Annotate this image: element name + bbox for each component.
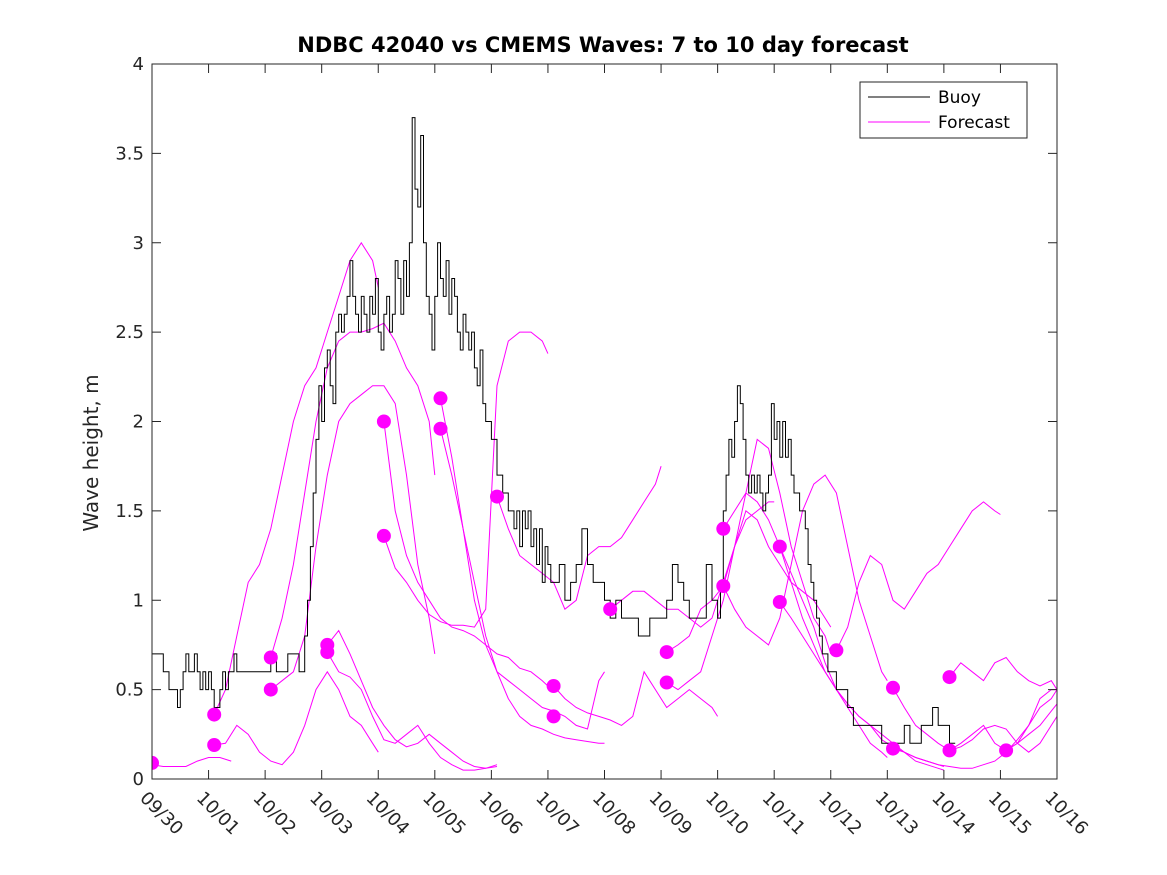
forecast-marker-7: [320, 645, 335, 660]
forecast-marker-24: [886, 741, 900, 756]
series-group: [152, 117, 1057, 771]
y-tick-label: 2: [133, 412, 144, 433]
forecast-line-7: [326, 651, 498, 771]
forecast-marker-15: [603, 602, 618, 617]
y-tick-label: 0: [133, 769, 144, 790]
forecast-line-17: [722, 492, 888, 758]
legend-buoy-label: Buoy: [938, 88, 981, 108]
forecast-line-18: [722, 474, 888, 681]
plot-background: [152, 64, 1057, 779]
y-axis-label: Wave height, m: [79, 374, 103, 531]
forecast-marker-13: [546, 679, 561, 693]
y-tick-label: 3: [133, 233, 144, 254]
forecast-marker-20: [772, 539, 787, 554]
y-tick-label: 3.5: [115, 143, 144, 164]
forecast-line-23: [892, 689, 1057, 769]
forecast-line-3: [214, 670, 379, 766]
forecast-marker-21: [772, 595, 787, 609]
forecast-marker-26: [942, 743, 957, 758]
forecast-line-12: [496, 466, 662, 610]
forecast-marker-9: [376, 528, 391, 543]
forecast-marker-8: [376, 414, 391, 429]
y-tick-label: 1.5: [115, 501, 144, 522]
y-tick-label: 1: [133, 590, 144, 611]
forecast-line-21: [835, 501, 1001, 651]
forecast-line-6: [326, 629, 498, 769]
legend: Buoy Forecast: [859, 81, 1028, 139]
forecast-marker-1: [152, 755, 159, 770]
forecast-line-20: [779, 601, 945, 771]
forecast-line-13: [553, 670, 719, 726]
forecast-line-4: [270, 322, 436, 658]
forecast-marker-25: [942, 670, 957, 685]
forecast-line-25: [949, 656, 1057, 690]
buoy-line: [152, 117, 956, 744]
forecast-marker-12: [490, 489, 504, 504]
forecast-marker-17: [659, 675, 674, 690]
y-tick-label: 2.5: [115, 322, 144, 343]
forecast-marker-3: [207, 738, 222, 752]
forecast-marker-23: [886, 680, 900, 695]
forecast-line-11: [440, 428, 605, 744]
forecast-line-26: [1005, 703, 1057, 751]
forecast-marker-27: [999, 743, 1014, 758]
forecast-marker-11: [433, 421, 448, 436]
y-tick-label: 4: [133, 54, 144, 75]
y-tick-label: 0.5: [115, 680, 144, 701]
forecast-marker-14: [546, 709, 561, 724]
forecast-marker-2: [207, 707, 222, 722]
forecast-marker-5: [263, 682, 278, 697]
forecast-marker-4: [263, 650, 278, 665]
legend-forecast-label: Forecast: [938, 113, 1010, 133]
legend-box: [859, 81, 1028, 139]
forecast-marker-19: [716, 579, 731, 593]
forecast-line-9: [383, 331, 549, 628]
forecast-line-8: [383, 421, 549, 687]
chart-title: NDBC 42040 vs CMEMS Waves: 7 to 10 day f…: [297, 33, 908, 57]
forecast-marker-22: [829, 643, 844, 658]
forecast-line-10: [440, 398, 605, 730]
forecast-line-2: [213, 241, 379, 715]
forecast-marker-18: [716, 521, 731, 536]
forecast-line-15: [666, 438, 832, 691]
forecast-marker-16: [659, 645, 674, 660]
forecast-marker-10: [433, 391, 448, 406]
forecast-line-1: [152, 757, 232, 767]
forecast-line-16: [666, 510, 832, 653]
